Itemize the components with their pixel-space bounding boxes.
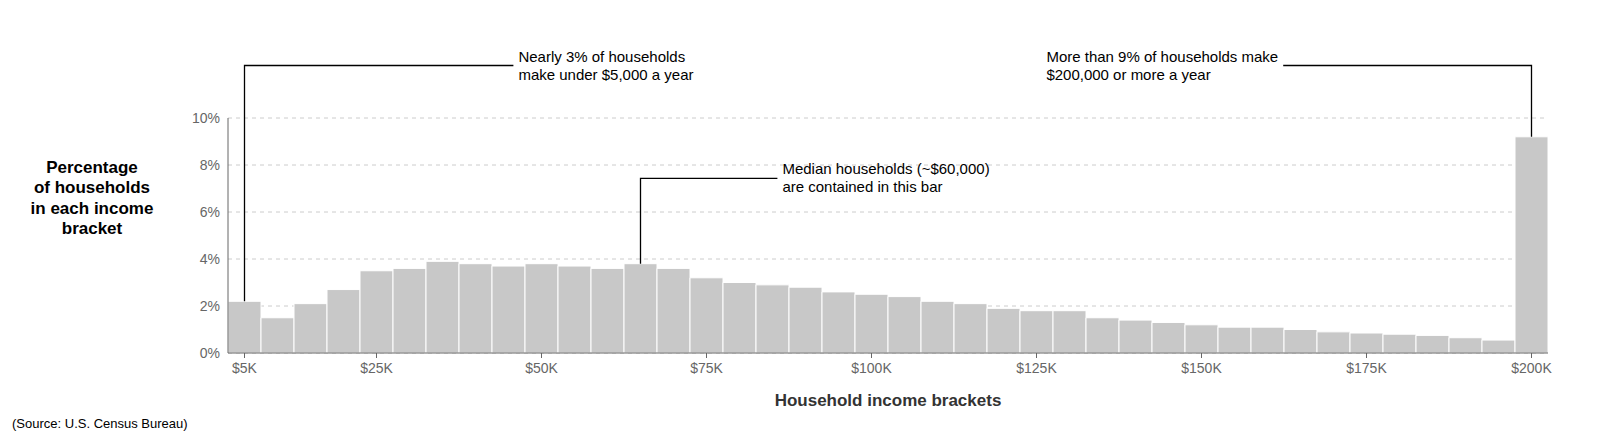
svg-text:$125K: $125K [1016, 360, 1057, 376]
svg-text:10%: 10% [192, 110, 220, 126]
html-text:More than 9% of households mak: More than 9% of households make $200,000… [1046, 47, 1279, 83]
html-text:Median households (~$60,000) a: Median households (~$60,000) are contain… [782, 160, 990, 196]
html-text:(Source: U.S. Census Bureau): (Source: U.S. Census Bureau) [12, 416, 188, 431]
svg-text:$200K: $200K [1511, 360, 1552, 376]
svg-text:Household income brackets: Household income brackets [775, 391, 1002, 410]
svg-text:$5K: $5K [232, 360, 258, 376]
svg-text:$175K: $175K [1346, 360, 1387, 376]
svg-text:0%: 0% [200, 345, 220, 361]
svg-text:6%: 6% [200, 204, 220, 220]
html-text:Percentage of households in ea: Percentage of households in each income … [30, 158, 154, 239]
svg-text:$150K: $150K [1181, 360, 1222, 376]
svg-text:$50K: $50K [525, 360, 558, 376]
html-text:Nearly 3% of households make u: Nearly 3% of households make under $5,00… [518, 47, 694, 83]
svg-text:2%: 2% [200, 298, 220, 314]
svg-text:$25K: $25K [360, 360, 393, 376]
svg-text:$75K: $75K [690, 360, 723, 376]
svg-text:4%: 4% [200, 251, 220, 267]
svg-text:$100K: $100K [851, 360, 892, 376]
svg-text:8%: 8% [200, 157, 220, 173]
